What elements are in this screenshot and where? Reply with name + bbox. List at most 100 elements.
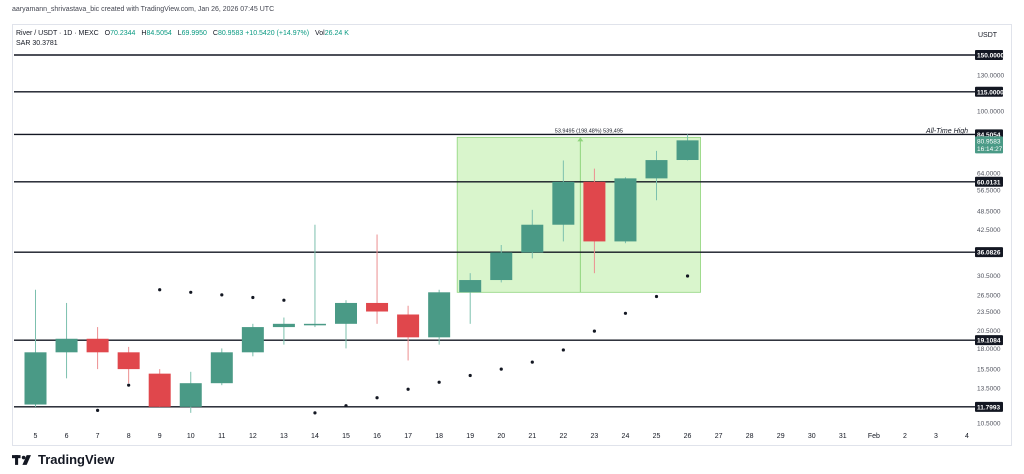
level-price-label: 84.5054 [977, 132, 1001, 139]
y-tick-label: 13.5000 [977, 386, 1001, 393]
x-tick-label: 11 [218, 433, 225, 440]
sar-value: 30.3781 [32, 40, 58, 47]
sar-dot [530, 360, 534, 364]
x-tick-label: 8 [127, 433, 131, 440]
y-tick-label: 18.0000 [977, 346, 1001, 353]
candle-body [179, 383, 202, 407]
level-annotation: All-Time High [925, 128, 968, 135]
x-tick-label: 29 [777, 433, 785, 440]
x-tick-label: 21 [528, 433, 536, 440]
current-price-tag [975, 136, 1003, 154]
level-price-label: 19.1084 [977, 338, 1001, 345]
sar-dot [96, 408, 100, 413]
open-label: O [104, 30, 111, 37]
low-value: 69.9950 [181, 30, 207, 37]
brand-name: TradingView [38, 452, 115, 467]
chart-caption: aaryamann_shrivastava_bic created with T… [12, 6, 275, 13]
x-tick-label: 26 [684, 433, 692, 440]
x-tick-label: 30 [808, 433, 816, 440]
candle-body [241, 327, 264, 353]
sar-dot [344, 404, 348, 408]
candle-body [117, 352, 140, 370]
candle-body [645, 160, 668, 179]
x-tick-label: 15 [342, 433, 350, 440]
y-tick-label: 130.0000 [977, 72, 1004, 79]
sar-dot [437, 380, 441, 384]
close-value: 80.9583 [217, 30, 244, 37]
sar-dot [499, 367, 503, 371]
sar-dot [189, 290, 193, 294]
sar-dot [127, 383, 131, 387]
x-tick-label: 2 [903, 433, 907, 440]
candle-body [583, 181, 606, 242]
x-tick-label: 24 [622, 433, 630, 440]
x-tick-label: 19 [466, 433, 474, 440]
candle-body [521, 224, 544, 253]
y-tick-label: 10.5000 [977, 421, 1001, 428]
x-tick-label: 27 [715, 433, 723, 440]
sar-dot [220, 293, 224, 297]
x-tick-label: Feb [868, 433, 880, 440]
tradingview-logo: TradingView [12, 452, 114, 467]
sar-dot [623, 311, 628, 315]
candle-body [272, 323, 295, 328]
sar-dot [282, 298, 286, 302]
x-tick-label: 4 [965, 433, 969, 440]
candle-body [335, 302, 357, 324]
y-tick-label: 30.5000 [977, 273, 1001, 280]
y-tick-label: 48.5000 [977, 209, 1001, 216]
level-price-tag [975, 50, 1003, 60]
y-tick-label: 26.5000 [977, 292, 1001, 299]
measure-arrow-head [577, 137, 584, 142]
sar-legend[interactable]: SAR 30.3781 [16, 40, 58, 47]
sar-label: SAR [16, 40, 31, 47]
y-tick-label: 23.5000 [977, 309, 1001, 316]
x-tick-label: 6 [65, 433, 69, 440]
level-price-label: 150.0000 [977, 53, 1004, 60]
candle-body [210, 352, 233, 384]
level-price-label: 36.0826 [977, 250, 1001, 257]
high-value: 84.5054 [146, 30, 172, 37]
x-tick-label: 28 [746, 433, 754, 440]
x-tick-label: 5 [34, 433, 38, 440]
candle-body [614, 178, 637, 242]
x-tick-label: 31 [839, 433, 847, 440]
candle-body [428, 292, 451, 338]
measure-label: 53.9495 (198.48%) 539,495 [555, 128, 623, 134]
symbol-label[interactable]: River / USDT · 1D · MEXC [16, 30, 99, 37]
x-tick-label: 22 [559, 433, 567, 440]
x-tick-label: 16 [373, 433, 381, 440]
level-price-label: 60.0131 [977, 179, 1001, 186]
sar-dot [375, 396, 379, 400]
candle-body [86, 338, 109, 353]
y-tick-label: 42.5000 [977, 227, 1001, 234]
candle-body [459, 280, 482, 293]
level-price-tag [975, 247, 1003, 258]
sar-dot [406, 387, 410, 391]
sar-dot [592, 329, 597, 333]
high-label: H [141, 30, 147, 37]
x-tick-label: 10 [187, 433, 195, 440]
candle-body [552, 181, 575, 225]
level-price-tag [975, 86, 1003, 97]
x-tick-label: 7 [96, 433, 100, 440]
current-price-label: 80.9583 [977, 138, 1001, 145]
y-tick-label: 20.5000 [977, 328, 1001, 335]
x-tick-label: 12 [249, 433, 257, 440]
x-tick-label: 18 [435, 433, 443, 440]
candle-body [303, 323, 326, 326]
y-tick-label: 15.5000 [977, 367, 1001, 374]
candle-body [397, 314, 420, 338]
ohlc-legend: River / USDT · 1D · MEXC O70.2344 H84.50… [16, 30, 349, 37]
x-tick-label: 17 [404, 433, 412, 440]
close-label: C [212, 30, 218, 37]
sar-dot [685, 274, 690, 278]
y-tick-label: 64.0000 [977, 170, 1001, 177]
volume-label: Vol [315, 30, 325, 37]
low-label: L [177, 30, 182, 37]
tradingview-logo-icon [12, 454, 31, 465]
x-tick-label: 13 [280, 433, 288, 440]
x-tick-label: 9 [158, 433, 162, 440]
sar-dot [561, 348, 565, 352]
